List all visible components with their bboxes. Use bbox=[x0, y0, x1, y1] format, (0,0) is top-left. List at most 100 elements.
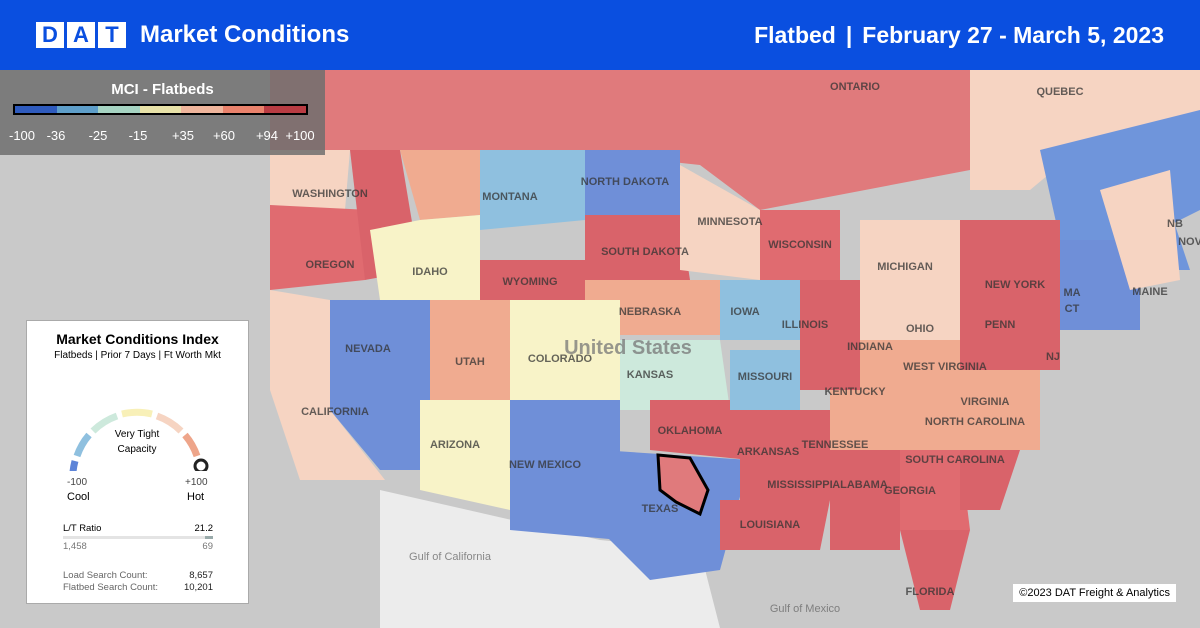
card-title: Market Conditions Index bbox=[56, 331, 219, 347]
load-search-label: Load Search Count: bbox=[63, 570, 148, 581]
map-label: PENN bbox=[985, 319, 1016, 331]
map-label: IOWA bbox=[730, 306, 759, 318]
map-label: NORTH DAKOTA bbox=[581, 176, 669, 188]
ft-worth-market-outline[interactable] bbox=[656, 453, 710, 517]
map-label: MA bbox=[1063, 287, 1080, 299]
gauge-status: Very Tight Capacity bbox=[114, 429, 160, 455]
legend-swatch bbox=[181, 106, 223, 113]
map-label: MONTANA bbox=[482, 191, 537, 203]
page-title: Market Conditions bbox=[140, 21, 350, 48]
legend-tick: +60 bbox=[212, 128, 236, 143]
separator: | bbox=[845, 21, 853, 48]
map-label: ARIZONA bbox=[430, 439, 480, 451]
map-label: Gulf of California bbox=[409, 551, 492, 563]
mexico-region bbox=[380, 490, 720, 628]
map-label: MINNESOTA bbox=[697, 216, 762, 228]
header-bar: D A T Market Conditions Flatbed | February… bbox=[0, 0, 1200, 70]
map-label: CALIFORNIA bbox=[301, 406, 369, 418]
map-label: VIRGINIA bbox=[961, 396, 1010, 408]
equipment-type: Flatbed bbox=[754, 21, 836, 48]
cool-label: Cool bbox=[67, 491, 90, 503]
logo-letter: A bbox=[67, 22, 95, 48]
legend-tick: +35 bbox=[171, 128, 195, 143]
map-label: NEW MEXICO bbox=[509, 459, 582, 471]
map-label: ILLINOIS bbox=[782, 319, 828, 331]
map-label: SOUTH DAKOTA bbox=[601, 246, 689, 258]
map-label: KANSAS bbox=[627, 369, 673, 381]
loads-count: 1,458 bbox=[63, 541, 87, 552]
map-label: TEXAS bbox=[642, 503, 679, 515]
gauge-needle-marker bbox=[193, 458, 209, 471]
mci-gauge bbox=[69, 408, 209, 471]
map-label: OHIO bbox=[906, 323, 935, 335]
legend-swatch bbox=[56, 106, 99, 113]
hot-label: Hot bbox=[187, 491, 205, 503]
gauge-max: +100 bbox=[185, 477, 208, 488]
legend-tick: -25 bbox=[88, 128, 108, 143]
map-label: WEST VIRGINIA bbox=[903, 361, 987, 373]
legend-tick: +94 bbox=[255, 128, 279, 143]
legend-tick: -100 bbox=[8, 128, 36, 143]
legend-tick: -15 bbox=[128, 128, 148, 143]
legend-tick: +100 bbox=[285, 128, 315, 143]
trucks-count: 69 bbox=[202, 541, 213, 552]
map-label: NB bbox=[1167, 218, 1183, 230]
map-label: CT bbox=[1065, 303, 1080, 315]
map-label: TENNESSEE bbox=[802, 439, 869, 451]
load-search-value: 8,657 bbox=[189, 570, 213, 581]
quebec-region bbox=[970, 70, 1200, 190]
map-label: INDIANA bbox=[847, 341, 893, 353]
legend-tick: -36 bbox=[46, 128, 66, 143]
map-label: United States bbox=[564, 337, 692, 359]
map-label: SOUTH CAROLINA bbox=[905, 454, 1005, 466]
map-label: MAINE bbox=[1132, 286, 1167, 298]
map-label: UTAH bbox=[455, 356, 485, 368]
map-label: ARKANSAS bbox=[737, 446, 799, 458]
map-label: MISSISSIPPI bbox=[767, 479, 832, 491]
logo-letter: T bbox=[98, 22, 126, 48]
map-label: COLORADO bbox=[528, 353, 593, 365]
map-label: NEW YORK bbox=[985, 279, 1045, 291]
map-label: NORTH CAROLINA bbox=[925, 416, 1025, 428]
gauge-min: -100 bbox=[67, 477, 88, 488]
map-label: NEBRASKA bbox=[619, 306, 681, 318]
map-label: NOV bbox=[1178, 236, 1200, 248]
map-label: FLORIDA bbox=[906, 586, 955, 598]
map-label: KENTUCKY bbox=[824, 386, 886, 398]
flatbed-search-value: 10,201 bbox=[183, 582, 213, 593]
map-label: OKLAHOMA bbox=[658, 425, 723, 437]
legend-swatch bbox=[15, 106, 57, 113]
map-labels: ONTARIO QUEBEC WASHINGTON OREGON IDAHO MONTAN… bbox=[292, 81, 1200, 615]
copyright: ©2023 DAT Freight & Analytics bbox=[1013, 584, 1176, 602]
map-label: WASHINGTON bbox=[292, 188, 368, 200]
lt-ratio-value: 21.2 bbox=[194, 523, 214, 534]
us-states bbox=[270, 150, 1180, 610]
mci-legend: MCI - Flatbeds -100 -36 -25 -15 +35 +60 +94 +10… bbox=[0, 70, 325, 155]
legend-swatch bbox=[222, 106, 265, 113]
map-label: MICHIGAN bbox=[877, 261, 933, 273]
legend-color-bar bbox=[13, 104, 308, 115]
map-label: ALABAMA bbox=[832, 479, 888, 491]
map-label: QUEBEC bbox=[1036, 86, 1083, 98]
map-label: WISCONSIN bbox=[768, 239, 832, 251]
map-label: Gulf of Mexico bbox=[770, 603, 840, 615]
map-label: NEVADA bbox=[345, 343, 391, 355]
legend-title: MCI - Flatbeds bbox=[111, 81, 214, 98]
map-label: LOUISIANA bbox=[740, 519, 801, 531]
map-label: MISSOURI bbox=[738, 371, 792, 383]
dat-logo: D A T bbox=[36, 22, 126, 48]
card-subtitle: Flatbeds | Prior 7 Days | Ft Worth Mkt bbox=[54, 350, 221, 361]
map-label: NJ bbox=[1046, 351, 1060, 363]
header-subtitle: Flatbed | February 27 - March 5, 2023 bbox=[754, 22, 1164, 49]
map-label: OREGON bbox=[306, 259, 355, 271]
logo-letter: D bbox=[36, 22, 64, 48]
canada-west-region bbox=[270, 70, 970, 210]
flatbed-search-label: Flatbed Search Count: bbox=[63, 582, 159, 593]
mci-card: Market Conditions Index Flatbeds | Prior… bbox=[26, 320, 249, 604]
map-label: GEORGIA bbox=[884, 485, 936, 497]
lt-ratio-label: L/T Ratio bbox=[63, 523, 102, 534]
legend-swatch bbox=[98, 106, 140, 113]
legend-swatch bbox=[264, 106, 307, 113]
map-label: ONTARIO bbox=[830, 81, 880, 93]
legend-swatch bbox=[139, 106, 182, 113]
